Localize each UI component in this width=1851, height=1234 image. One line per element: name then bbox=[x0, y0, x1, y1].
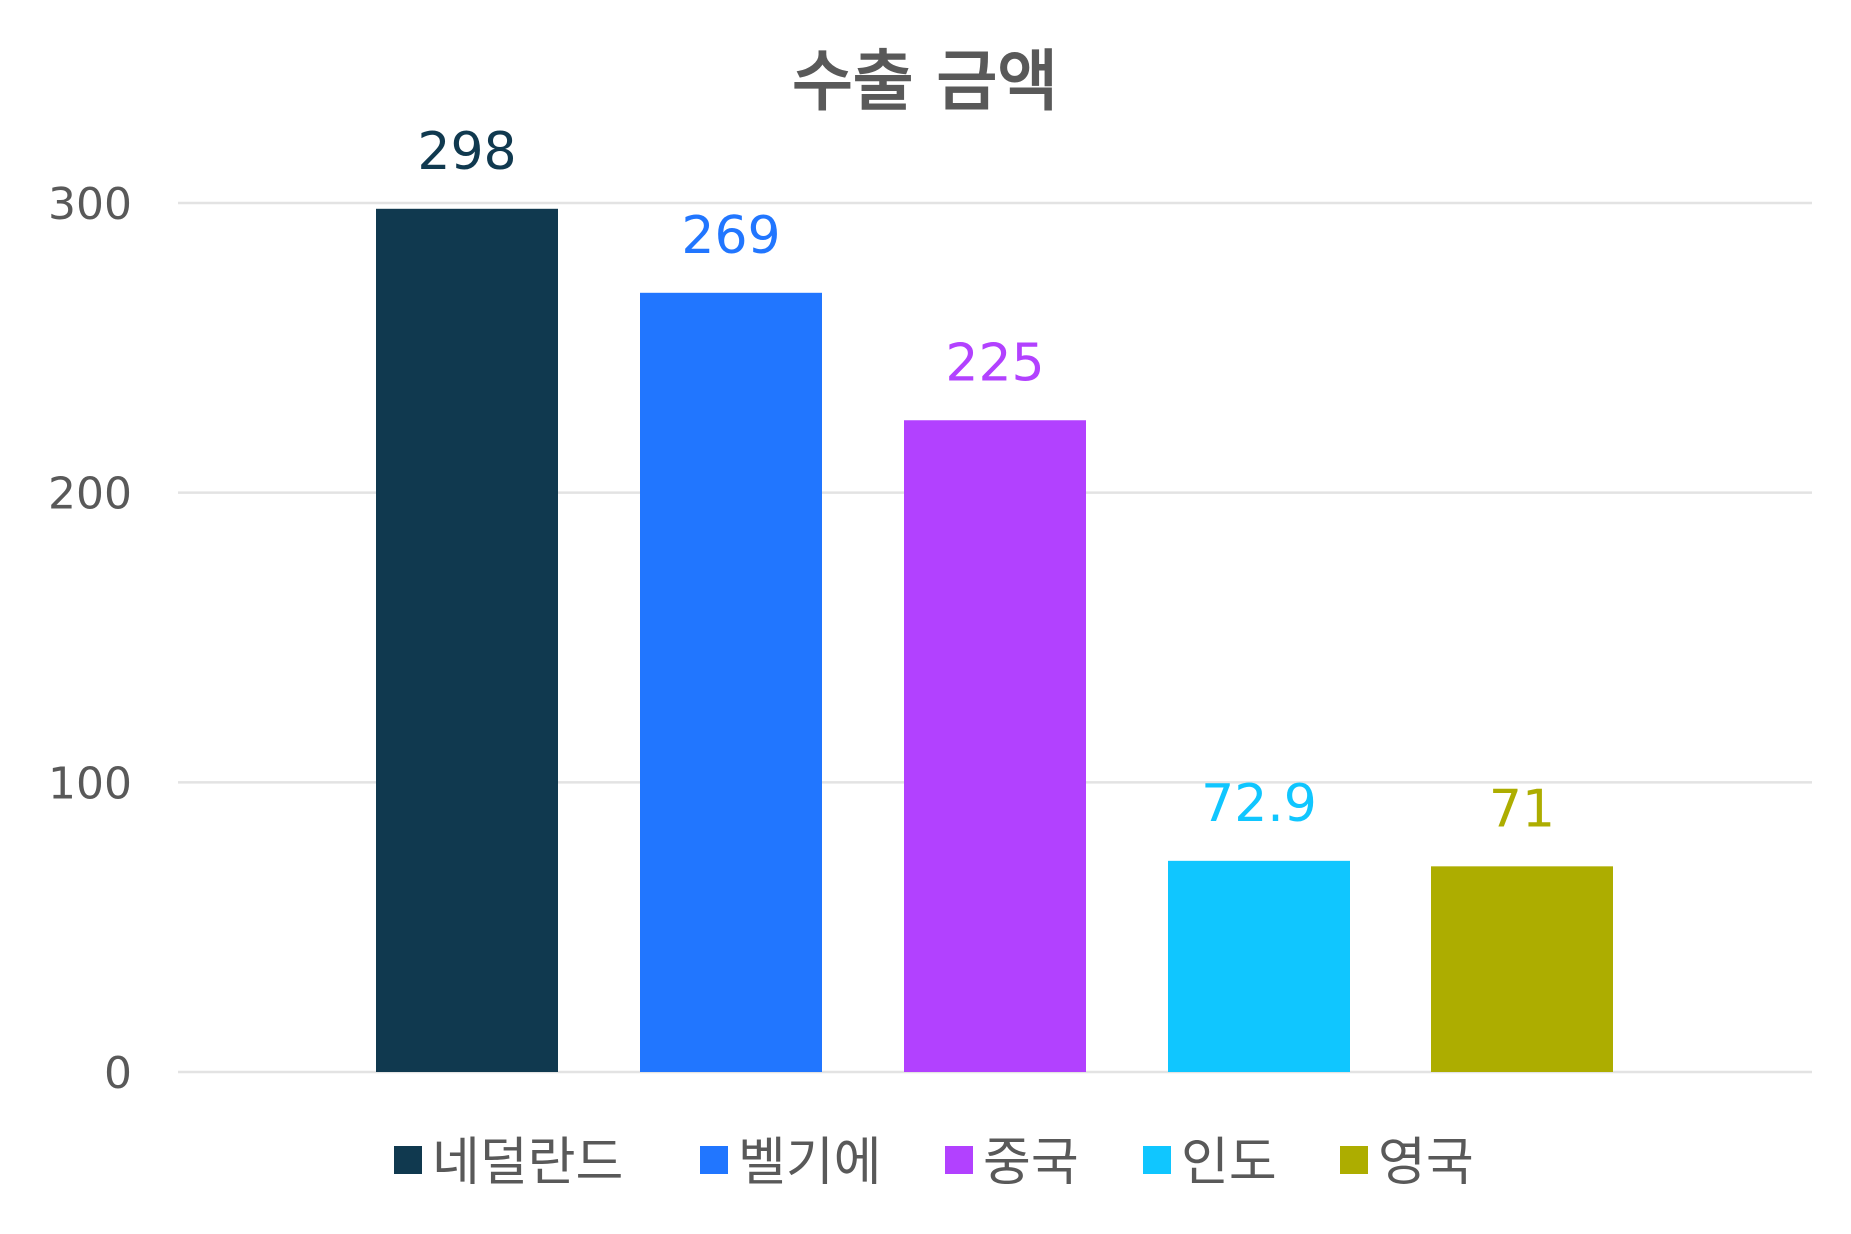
legend-label: 네덜란드 bbox=[432, 1133, 623, 1193]
legend-label: 영국 bbox=[1378, 1133, 1474, 1193]
legend-label: 중국 bbox=[983, 1133, 1079, 1193]
chart-title: 수출 금액 bbox=[792, 43, 1058, 120]
y-tick-label: 300 bbox=[48, 179, 132, 230]
y-tick-label: 200 bbox=[48, 469, 132, 520]
data-labels: 298 269 225 72.9 71 bbox=[417, 122, 1555, 840]
legend-swatch bbox=[700, 1146, 728, 1174]
legend: 네덜란드 벨기에 중국 인도 영국 bbox=[394, 1133, 1474, 1193]
bars bbox=[376, 208, 1613, 1073]
bar-4 bbox=[1168, 860, 1350, 1072]
data-label: 269 bbox=[681, 206, 780, 266]
data-label: 72.9 bbox=[1201, 774, 1317, 834]
bar-5 bbox=[1431, 866, 1613, 1072]
bar-2 bbox=[640, 292, 822, 1073]
legend-label: 인도 bbox=[1181, 1133, 1277, 1193]
y-axis-ticks: 0 100 200 300 bbox=[48, 179, 132, 1099]
data-label: 225 bbox=[945, 333, 1044, 393]
y-tick-label: 0 bbox=[104, 1048, 132, 1099]
legend-swatch bbox=[394, 1146, 422, 1174]
legend-swatch bbox=[1143, 1146, 1171, 1174]
bar-3 bbox=[904, 420, 1086, 1072]
data-label: 71 bbox=[1489, 779, 1555, 839]
bar-1 bbox=[376, 208, 558, 1072]
data-label: 298 bbox=[417, 122, 516, 182]
y-tick-label: 100 bbox=[48, 758, 132, 809]
legend-label: 벨기에 bbox=[738, 1133, 882, 1193]
legend-swatch bbox=[945, 1146, 973, 1174]
legend-swatch bbox=[1340, 1146, 1368, 1174]
